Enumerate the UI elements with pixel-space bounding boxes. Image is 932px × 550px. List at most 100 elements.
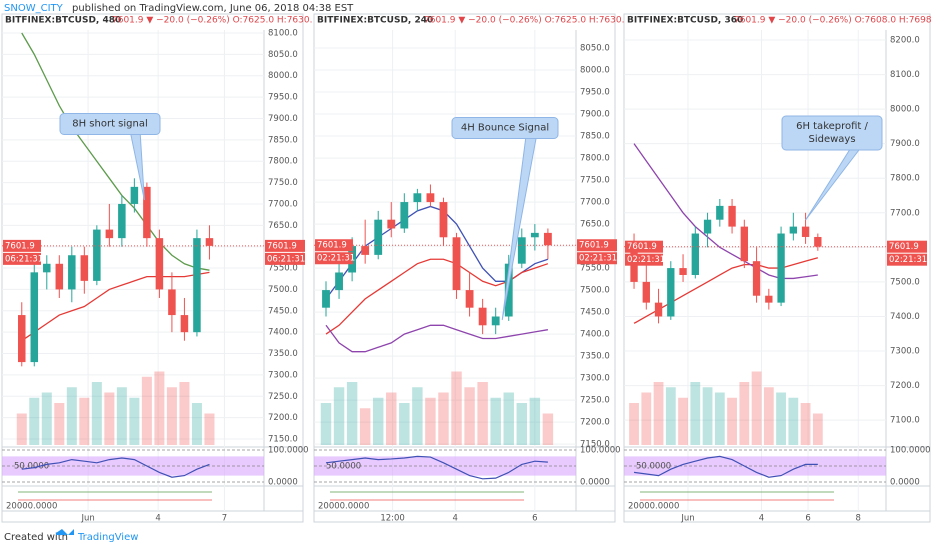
volume-bar xyxy=(788,397,799,445)
candle-body xyxy=(205,238,214,246)
candle-body xyxy=(439,202,448,238)
candle-body xyxy=(55,263,64,290)
volume-bar xyxy=(425,397,436,445)
candle-body xyxy=(703,219,712,234)
x-tick-label: 12:00 xyxy=(380,514,405,524)
volume-bar xyxy=(412,387,423,445)
candle-body xyxy=(667,268,675,317)
candle-body xyxy=(491,316,500,326)
timer-box xyxy=(625,253,663,266)
volume-bar xyxy=(399,403,410,445)
osc-tick-label: 0.0000 xyxy=(580,478,610,488)
osc-tick-label: 50.0000 xyxy=(636,462,671,472)
x-tick-label: Jun xyxy=(80,514,94,524)
y-tick-label: 7500.0 xyxy=(890,277,920,287)
annotation-text: Sideways xyxy=(808,134,855,145)
candle-body xyxy=(740,226,748,262)
candle-body xyxy=(716,205,724,220)
candle-body xyxy=(543,232,552,246)
symbol: BITFINEX:BTCUSD, 480 xyxy=(5,16,121,26)
candle-body xyxy=(193,238,201,333)
osc-tick-label: 0.0000 xyxy=(268,478,298,488)
y-tick-label: 7500.0 xyxy=(580,286,610,296)
candle-body xyxy=(642,281,650,303)
volume-bar xyxy=(386,392,397,445)
y-tick-label: 7200.0 xyxy=(890,381,920,391)
candle-body xyxy=(814,236,822,247)
timer-label: 02:21:31 xyxy=(579,254,617,264)
volume-bar xyxy=(641,392,652,445)
y-tick-label: 7700.0 xyxy=(268,199,298,209)
candle-body xyxy=(400,202,409,229)
volume-bar xyxy=(41,392,52,445)
candle-body xyxy=(361,246,370,255)
price-label: 7601.9 xyxy=(267,241,297,251)
y-tick-label: 8050.0 xyxy=(268,50,298,60)
volume-bar xyxy=(438,392,449,445)
y-tick-label: 7650.0 xyxy=(268,221,298,231)
y-tick-label: 7750.0 xyxy=(580,176,610,186)
candle-body xyxy=(43,263,51,273)
author[interactable]: SNOW_CITY xyxy=(4,3,64,14)
candle-body xyxy=(93,229,101,281)
timer-label: 02:21:31 xyxy=(889,255,927,265)
volume-bar xyxy=(104,392,115,445)
y-tick-label: 7800.0 xyxy=(580,154,610,164)
candle-body xyxy=(691,233,699,275)
candle-body xyxy=(387,219,396,229)
annotation-text: 4H Bounce Signal xyxy=(461,123,549,134)
y-tick-label: 7700.0 xyxy=(890,208,920,218)
y-tick-label: 8200.0 xyxy=(890,36,920,46)
candle-body xyxy=(517,237,526,264)
candle-body xyxy=(118,203,126,239)
timer-label: 02:21:31 xyxy=(627,255,665,265)
timer-box xyxy=(315,252,353,265)
y-tick-label: 7200.0 xyxy=(580,418,610,428)
footer-brand[interactable]: TradingView xyxy=(77,532,138,543)
volume-bar xyxy=(542,413,554,445)
y-tick-label: 8100.0 xyxy=(268,28,298,38)
volume-bar xyxy=(477,382,488,445)
candle-body xyxy=(180,315,189,333)
candle-body xyxy=(478,307,487,326)
osc-line xyxy=(633,455,818,478)
volume-bar xyxy=(29,397,40,445)
y-tick-label: 7850.0 xyxy=(580,132,610,142)
price-label: 7601.9 xyxy=(5,241,35,251)
price-box xyxy=(887,240,927,253)
candle-body xyxy=(374,219,383,255)
symbol: BITFINEX:BTCUSD, 360 xyxy=(627,16,743,26)
y-tick-label: 7950.0 xyxy=(580,88,610,98)
annotation-box xyxy=(451,117,559,139)
volume-bar xyxy=(629,403,639,445)
y-tick-label: 7400.0 xyxy=(890,312,920,322)
candle-body xyxy=(322,290,330,308)
x-tick-label: Jun xyxy=(680,514,694,524)
candle-body xyxy=(30,272,39,363)
price-label: 7601.9 xyxy=(317,241,347,251)
annotation-box xyxy=(781,115,883,151)
candle-body xyxy=(765,295,773,303)
lower-label: 20000.0000 xyxy=(318,502,369,512)
y-tick-label: 7900.0 xyxy=(580,110,610,120)
y-tick-label: 7850.0 xyxy=(268,135,298,145)
osc-tick-label: 0.0000 xyxy=(890,478,920,488)
candle-body xyxy=(105,229,114,239)
y-tick-label: 7800.0 xyxy=(268,157,298,167)
volume-bar xyxy=(739,382,750,445)
volume-bar xyxy=(529,397,541,445)
y-tick-label: 7900.0 xyxy=(890,139,920,149)
osc-line xyxy=(325,455,548,480)
y-tick-label: 7950.0 xyxy=(268,93,298,103)
osc-tick-label: 50.0000 xyxy=(14,462,49,472)
price-label: 7601.9 xyxy=(627,242,657,252)
volume-bar xyxy=(714,392,725,445)
volume-bar xyxy=(179,382,190,445)
y-tick-label: 7650.0 xyxy=(580,220,610,230)
candle-body xyxy=(426,193,435,203)
volume-bar xyxy=(333,387,345,445)
quote: 7601.9 ▼ −20.0 (−0.26%) O:7625.0 H:7630.… xyxy=(424,16,711,26)
